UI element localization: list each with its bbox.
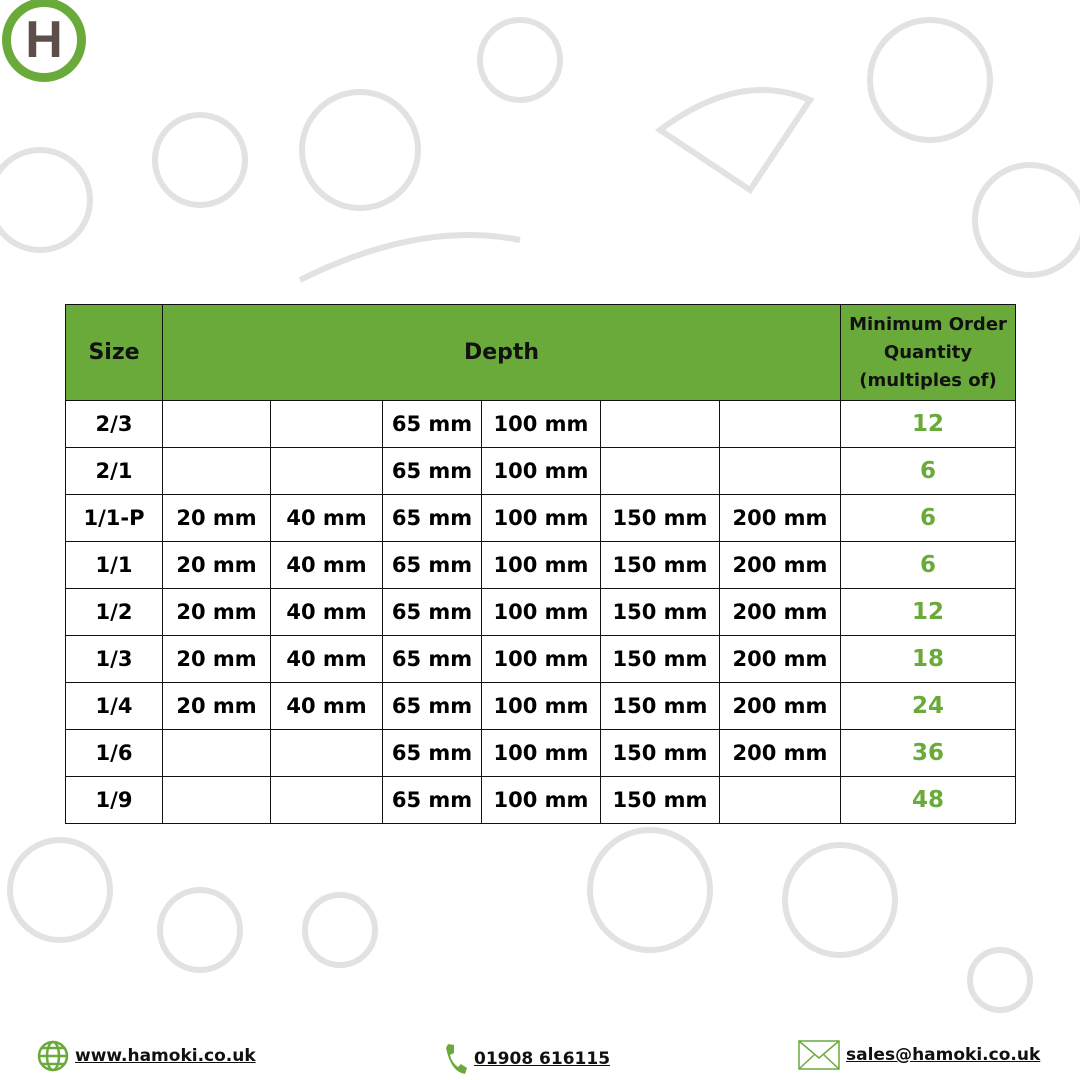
table-row: 1/9 65 mm 100 mm 150 mm 48	[65, 776, 1016, 824]
table-row: 1/1-P 20 mm 40 mm 65 mm 100 mm 150 mm 200 mm 6	[65, 494, 1016, 542]
depth-cell: 40 mm	[270, 588, 383, 636]
depth-cell	[719, 776, 841, 824]
depth-cell	[162, 729, 271, 777]
depth-cell: 200 mm	[719, 682, 841, 730]
table-row: 1/6 65 mm 100 mm 150 mm 200 mm 36	[65, 729, 1016, 777]
footer-phone[interactable]: 01908 616115	[442, 1042, 610, 1076]
size-cell: 1/1-P	[65, 494, 163, 542]
depth-cell: 150 mm	[600, 588, 720, 636]
depth-cell: 40 mm	[270, 635, 383, 683]
depth-cell	[719, 447, 841, 495]
depth-cell	[600, 400, 720, 448]
depth-cell	[270, 776, 383, 824]
moq-cell: 24	[840, 682, 1016, 730]
depth-cell: 100 mm	[481, 494, 601, 542]
depth-cell	[162, 776, 271, 824]
depth-cell	[270, 729, 383, 777]
depth-cell: 200 mm	[719, 588, 841, 636]
table-row: 2/3 65 mm 100 mm 12	[65, 400, 1016, 448]
depth-cell: 65 mm	[382, 447, 482, 495]
depth-cell: 150 mm	[600, 541, 720, 589]
envelope-icon	[798, 1040, 840, 1070]
depth-cell: 100 mm	[481, 682, 601, 730]
moq-cell: 12	[840, 400, 1016, 448]
size-cell: 2/1	[65, 447, 163, 495]
depth-cell: 20 mm	[162, 494, 271, 542]
depth-cell: 150 mm	[600, 635, 720, 683]
depth-cell: 65 mm	[382, 541, 482, 589]
table-row: 1/4 20 mm 40 mm 65 mm 100 mm 150 mm 200 mm 24	[65, 682, 1016, 730]
hamoki-logo: H	[2, 0, 86, 82]
depth-cell: 65 mm	[382, 729, 482, 777]
depth-cell: 40 mm	[270, 682, 383, 730]
depth-cell: 100 mm	[481, 400, 601, 448]
table-row: 1/3 20 mm 40 mm 65 mm 100 mm 150 mm 200 mm 18	[65, 635, 1016, 683]
globe-icon	[37, 1040, 69, 1072]
depth-cell: 65 mm	[382, 588, 482, 636]
depth-cell	[719, 400, 841, 448]
depth-cell: 65 mm	[382, 776, 482, 824]
size-cell: 1/3	[65, 635, 163, 683]
depth-cell: 20 mm	[162, 541, 271, 589]
moq-cell: 48	[840, 776, 1016, 824]
table-row: 1/1 20 mm 40 mm 65 mm 100 mm 150 mm 200 mm 6	[65, 541, 1016, 589]
table-row: 2/1 65 mm 100 mm 6	[65, 447, 1016, 495]
size-cell: 1/4	[65, 682, 163, 730]
depth-cell	[600, 447, 720, 495]
header-depth: Depth	[162, 304, 841, 401]
depth-cell: 150 mm	[600, 682, 720, 730]
depth-cell: 200 mm	[719, 541, 841, 589]
size-cell: 2/3	[65, 400, 163, 448]
depth-cell: 100 mm	[481, 776, 601, 824]
moq-cell: 18	[840, 635, 1016, 683]
phone-icon	[446, 1044, 467, 1074]
depth-cell: 65 mm	[382, 494, 482, 542]
depth-cell: 20 mm	[162, 588, 271, 636]
depth-cell: 100 mm	[481, 635, 601, 683]
footer-website[interactable]: www.hamoki.co.uk	[37, 1040, 256, 1072]
size-cell: 1/2	[65, 588, 163, 636]
moq-cell: 6	[840, 541, 1016, 589]
depth-cell: 200 mm	[719, 635, 841, 683]
depth-cell	[270, 400, 383, 448]
depth-cell: 65 mm	[382, 400, 482, 448]
depth-cell: 100 mm	[481, 729, 601, 777]
depth-cell: 100 mm	[481, 447, 601, 495]
depth-cell: 65 mm	[382, 682, 482, 730]
depth-cell	[162, 447, 271, 495]
moq-cell: 6	[840, 447, 1016, 495]
depth-cell: 150 mm	[600, 729, 720, 777]
size-cell: 1/6	[65, 729, 163, 777]
footer-email[interactable]: sales@hamoki.co.uk	[798, 1040, 1040, 1070]
table-row: 1/2 20 mm 40 mm 65 mm 100 mm 150 mm 200 mm 12	[65, 588, 1016, 636]
header-size: Size	[65, 304, 163, 401]
depth-cell: 40 mm	[270, 541, 383, 589]
depth-cell: 20 mm	[162, 635, 271, 683]
depth-cell: 150 mm	[600, 776, 720, 824]
depth-cell	[270, 447, 383, 495]
depth-cell: 20 mm	[162, 682, 271, 730]
size-cell: 1/9	[65, 776, 163, 824]
size-cell: 1/1	[65, 541, 163, 589]
depth-cell: 40 mm	[270, 494, 383, 542]
moq-cell: 12	[840, 588, 1016, 636]
depth-cell	[162, 400, 271, 448]
moq-cell: 36	[840, 729, 1016, 777]
depth-cell: 100 mm	[481, 588, 601, 636]
depth-cell: 150 mm	[600, 494, 720, 542]
depth-cell: 200 mm	[719, 494, 841, 542]
depth-cell: 100 mm	[481, 541, 601, 589]
header-moq: Minimum Order Quantity (multiples of)	[840, 304, 1016, 401]
depth-cell: 65 mm	[382, 635, 482, 683]
depth-cell: 200 mm	[719, 729, 841, 777]
moq-cell: 6	[840, 494, 1016, 542]
depth-table: Size Depth Minimum Order Quantity (multi…	[65, 304, 1016, 824]
